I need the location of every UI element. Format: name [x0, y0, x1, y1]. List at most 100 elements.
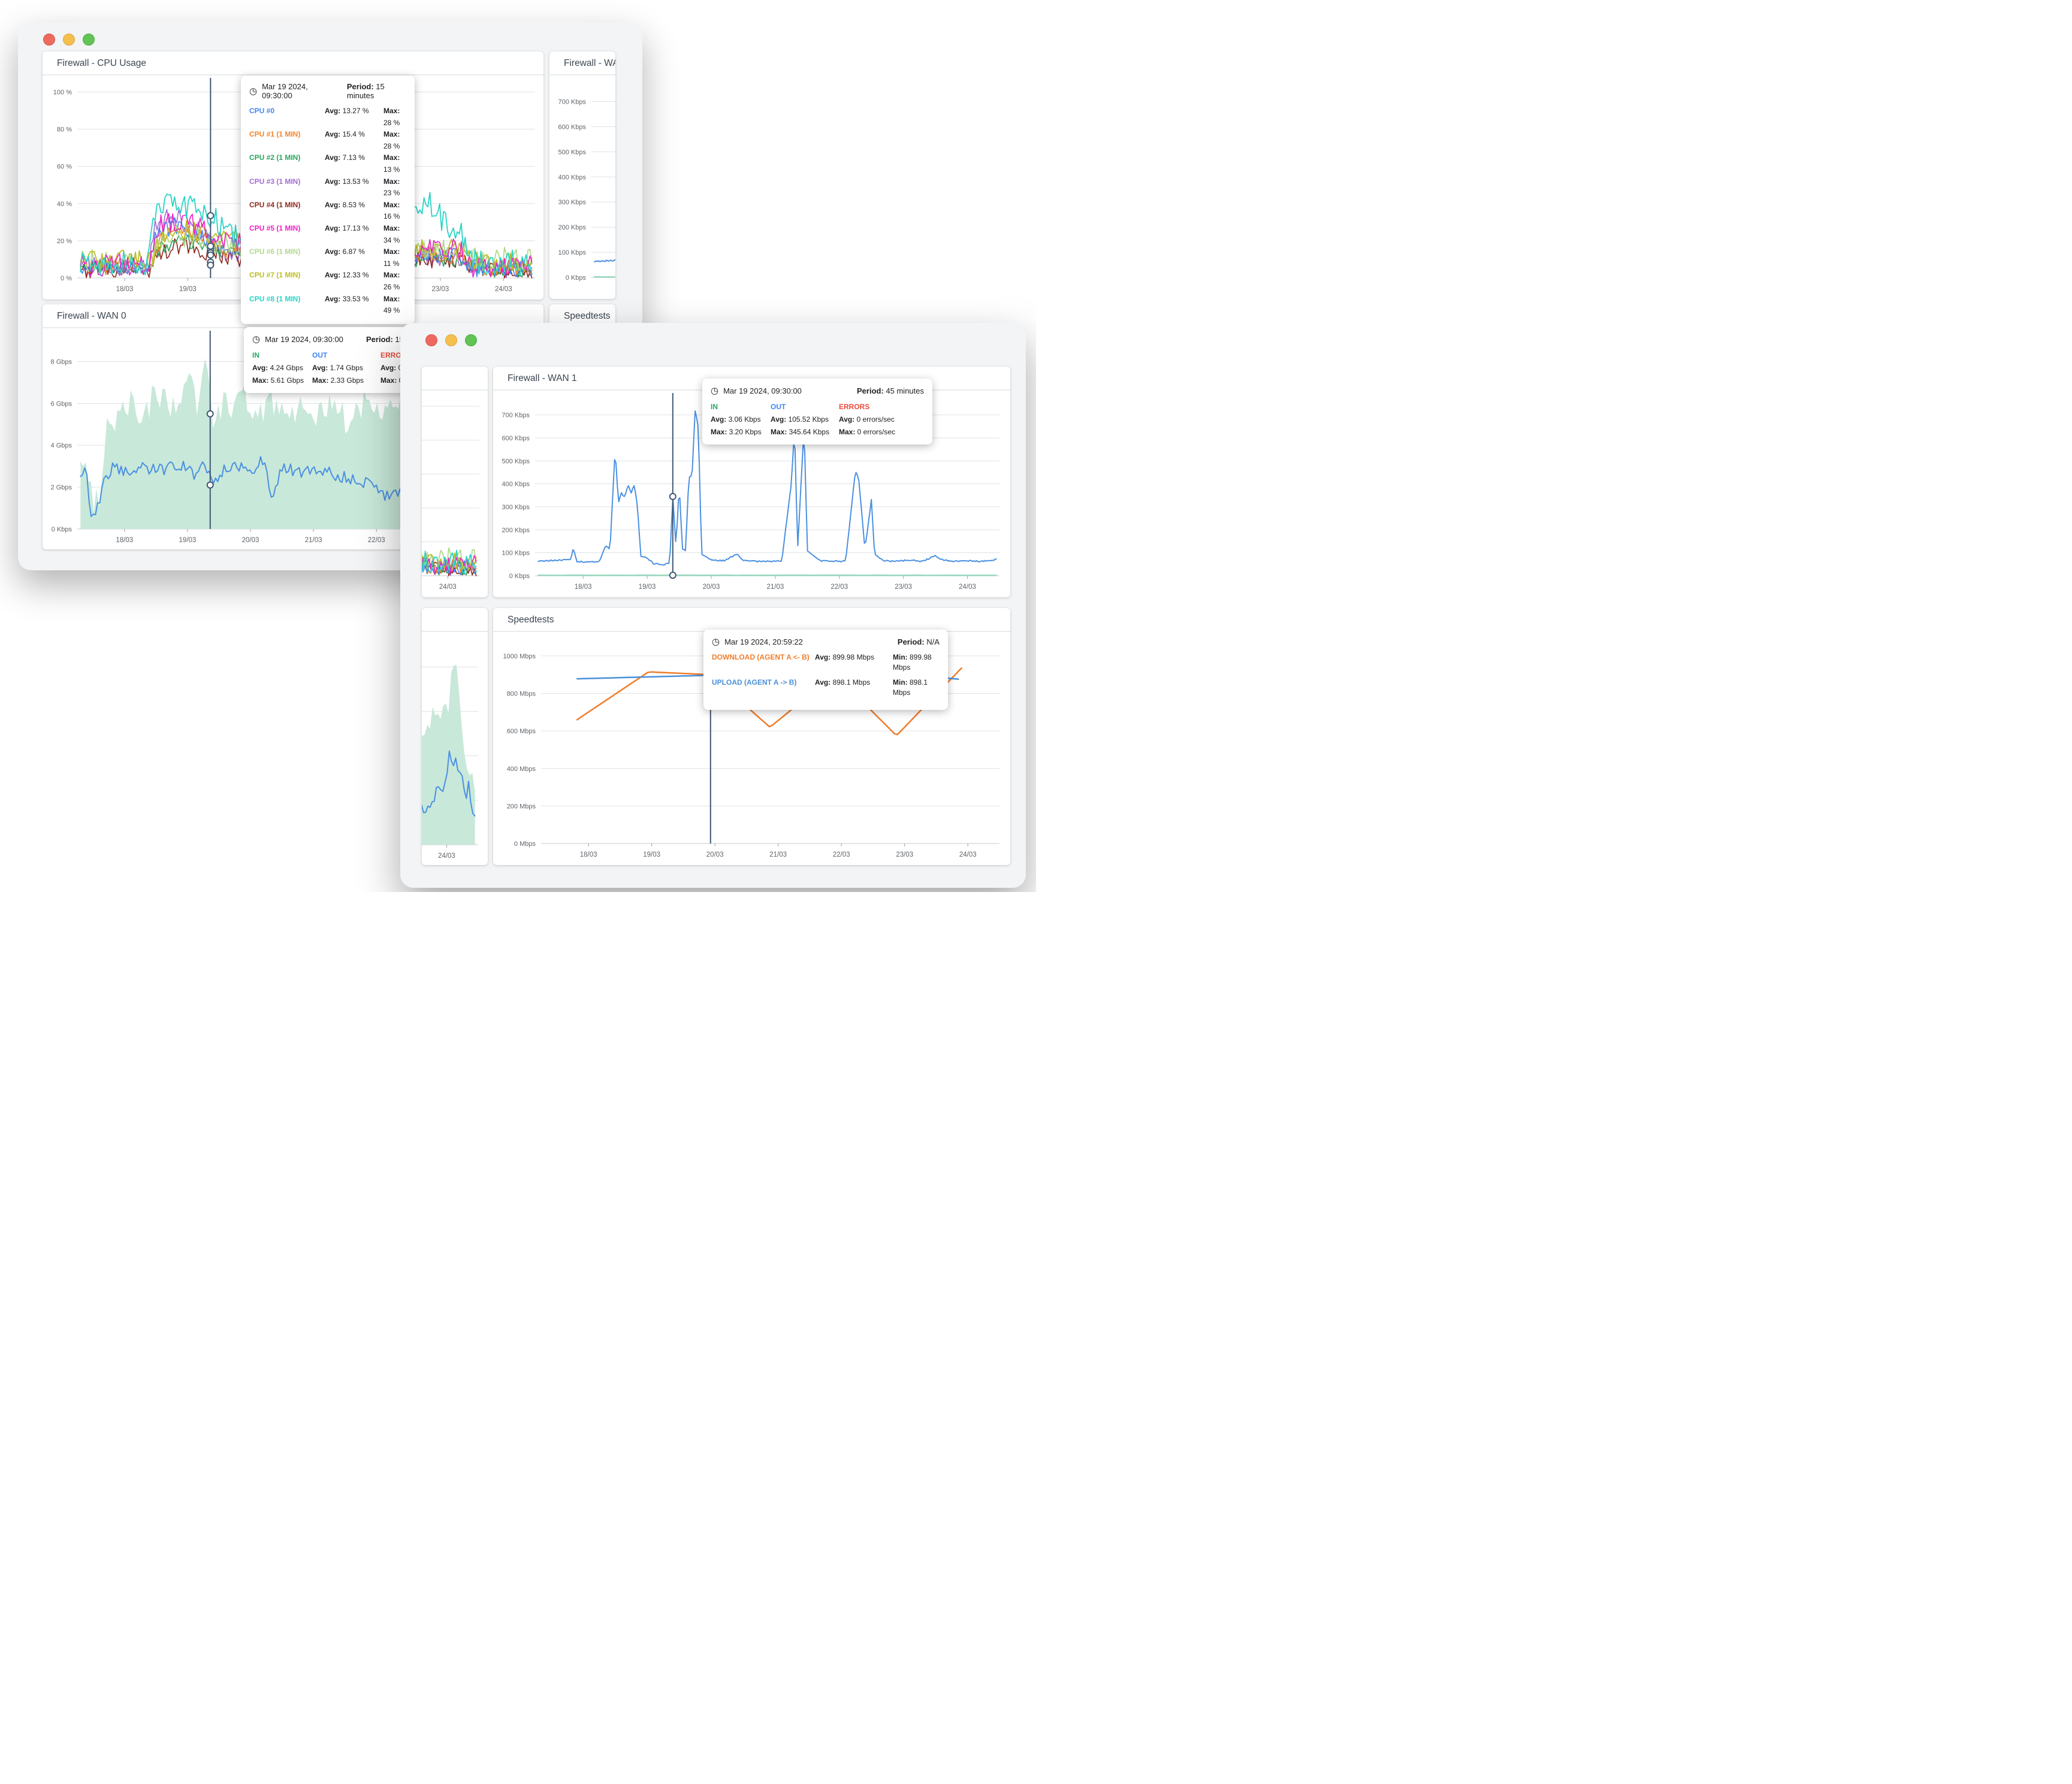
series-name: CPU #3 (1 MIN) — [249, 177, 301, 186]
x-axis-label: 18/03 — [580, 851, 597, 858]
avg-value: Avg: 8.53 % — [325, 200, 365, 209]
avg-value: Avg: 899.98 Mbps — [815, 653, 874, 661]
y-axis-label: 80 % — [57, 126, 72, 134]
x-axis-label: 19/03 — [643, 851, 660, 858]
tooltip-header: ◷ Mar 19 2024, 20:59:22 Period: N/A — [712, 636, 940, 647]
min-value: Min: 899.98 Mbps — [893, 653, 932, 672]
window-controls — [425, 334, 477, 346]
max-value: Max: 16 % — [383, 200, 400, 221]
max-value: Max: 23 % — [383, 177, 400, 198]
max-value: Max: 345.64 Kbps — [771, 428, 830, 436]
avg-value: Avg: 15.4 % — [325, 130, 365, 139]
avg-value: Avg: 7.13 % — [325, 153, 365, 162]
y-axis-label: 400 Kbps — [502, 481, 530, 488]
x-axis-label: 20/03 — [703, 583, 720, 591]
tooltip-period: Period: N/A — [897, 637, 940, 646]
avg-value: Avg: 0 errors/sec — [839, 415, 895, 424]
avg-value: Avg: 1.74 Gbps — [312, 364, 363, 372]
y-axis-label: 100 Kbps — [502, 550, 530, 557]
series-name: CPU #7 (1 MIN) — [249, 271, 301, 280]
x-axis-label: 18/03 — [575, 583, 592, 591]
y-axis-label: 200 Kbps — [502, 527, 530, 534]
avg-value: Avg: 105.52 Kbps — [771, 415, 829, 424]
window-dashboard-front: Firewall - CPU Usage 100 %80 %60 %40 %20… — [400, 323, 1026, 888]
tooltip-timestamp: Mar 19 2024, 09:30:00 — [723, 386, 802, 395]
tooltip-row: CPU #4 (1 MIN) Avg: 8.53 % Max: 16 % — [249, 199, 406, 223]
panel-cpu-usage-clipped: Firewall - CPU Usage 100 %80 %60 %40 %20… — [422, 367, 488, 597]
close-button[interactable] — [43, 34, 55, 46]
series-name: CPU #1 (1 MIN) — [249, 130, 301, 139]
min-value: Min: 898.1 Mbps — [893, 678, 928, 697]
x-axis-label: 18/03 — [116, 537, 133, 544]
x-axis-label: 24/03 — [959, 583, 976, 591]
y-axis-label: 200 Kbps — [558, 224, 587, 231]
tooltip-speedtests: ◷ Mar 19 2024, 20:59:22 Period: N/A DOWNLOA… — [703, 630, 948, 710]
y-axis-label: 0 Kbps — [566, 274, 587, 282]
y-axis-label: 4 Gbps — [51, 442, 73, 449]
y-axis-label: 40 % — [57, 201, 72, 208]
panel-title: Firewall - WAN 1 — [549, 52, 615, 75]
tooltip-row: CPU #2 (1 MIN) Avg: 7.13 % Max: 13 % — [249, 152, 406, 176]
tooltip-wan1: ◷ Mar 19 2024, 09:30:00 Period: 45 minutes… — [702, 379, 932, 445]
y-axis-label: 0 Kbps — [52, 526, 73, 533]
max-value: Max: 3.20 Kbps — [711, 428, 762, 436]
y-axis-label: 200 Mbps — [507, 803, 536, 810]
panel-title: Firewall - CPU Usage — [422, 367, 488, 391]
avg-value: Avg: 3.06 Kbps — [711, 415, 761, 424]
avg-value: Avg: 898.1 Mbps — [815, 678, 871, 687]
panel-title: Speedtests — [493, 608, 1010, 632]
wan1-chart-clipped[interactable]: 700 Kbps 600 Kbps 500 Kbps 400 Kbps 300 Kbps… — [549, 75, 615, 299]
series-name: CPU #0 — [249, 107, 275, 115]
avg-value: Avg: 13.53 % — [325, 177, 369, 186]
cpu-usage-chart-tail[interactable]: 100 %80 %60 %40 %20 %0 %18/0319/0320/032… — [422, 391, 488, 597]
zoom-button[interactable] — [83, 34, 95, 46]
x-axis-label: 19/03 — [179, 286, 197, 293]
avg-value: Avg: 6.87 % — [325, 247, 365, 256]
panel-wan1-clipped: Firewall - WAN 1 700 Kbps 600 Kbps 500 Kbp… — [549, 52, 615, 299]
y-axis-label: 20 % — [57, 238, 72, 245]
panel-title: Firewall - CPU Usage — [43, 52, 543, 75]
tooltip-grid: IN OUT ERRORS Avg: 3.06 Kbps Avg: 105.52 Kbp… — [711, 401, 924, 437]
x-axis-label: 19/03 — [639, 583, 656, 591]
wan1-chart[interactable]: 700 Kbps 600 Kbps 500 Kbps 400 Kbps 300 Kbps… — [493, 391, 1010, 597]
tooltip-timestamp: Mar 19 2024, 20:59:22 — [724, 637, 803, 646]
clock-icon: ◷ — [252, 334, 261, 344]
max-value: Max: 34 % — [383, 223, 400, 244]
chart-canvas: 700 Kbps 600 Kbps 500 Kbps 400 Kbps 300 Kbps… — [502, 393, 999, 591]
minimize-button[interactable] — [63, 34, 75, 46]
series-name: ERRORS — [839, 403, 870, 411]
crosshair-marker — [206, 410, 214, 418]
x-axis-label: 24/03 — [438, 852, 455, 860]
series-name: OUT — [771, 403, 786, 411]
max-value: Max: 0 errors/sec — [839, 428, 896, 436]
x-axis-label: 21/03 — [305, 537, 322, 544]
series-OUT — [594, 259, 615, 263]
x-axis-label: 23/03 — [896, 851, 913, 858]
tooltip-timestamp: Mar 19 2024, 09:30:00 — [265, 334, 343, 344]
y-axis-label: 600 Mbps — [507, 728, 536, 735]
clock-icon: ◷ — [711, 386, 719, 396]
x-axis-label: 21/03 — [766, 583, 784, 591]
tooltip-row: CPU #5 (1 MIN) Avg: 17.13 % Max: 34 % — [249, 223, 406, 246]
crosshair-marker — [207, 211, 215, 219]
chart-canvas: 100 %80 %60 %40 %20 %0 %18/0319/0320/032… — [422, 406, 479, 591]
max-value: Max: 28 % — [383, 130, 400, 150]
series-name: DOWNLOAD (AGENT A <- B) — [712, 653, 810, 661]
window-dashboard-back: Firewall - CPU Usage 100 % 80 % 60 % 40 % 20… — [18, 22, 642, 570]
close-button[interactable] — [425, 334, 437, 346]
avg-value: Avg: 4.24 Gbps — [252, 364, 303, 372]
crosshair-marker — [206, 481, 214, 489]
max-value: Max: 5.61 Gbps — [252, 376, 304, 385]
zoom-button[interactable] — [465, 334, 477, 346]
tooltip-row: CPU #7 (1 MIN) Avg: 12.33 % Max: 26 % — [249, 270, 406, 293]
series-name: CPU #4 (1 MIN) — [249, 200, 301, 209]
x-axis-label: 20/03 — [706, 851, 724, 858]
minimize-button[interactable] — [445, 334, 457, 346]
y-axis-label: 0 Mbps — [514, 840, 536, 848]
avg-value: Avg: 17.13 % — [325, 223, 369, 232]
crosshair-marker — [669, 572, 676, 579]
crosshair-marker — [207, 251, 215, 259]
y-axis-label: 300 Kbps — [502, 504, 530, 511]
window-controls — [43, 34, 95, 46]
